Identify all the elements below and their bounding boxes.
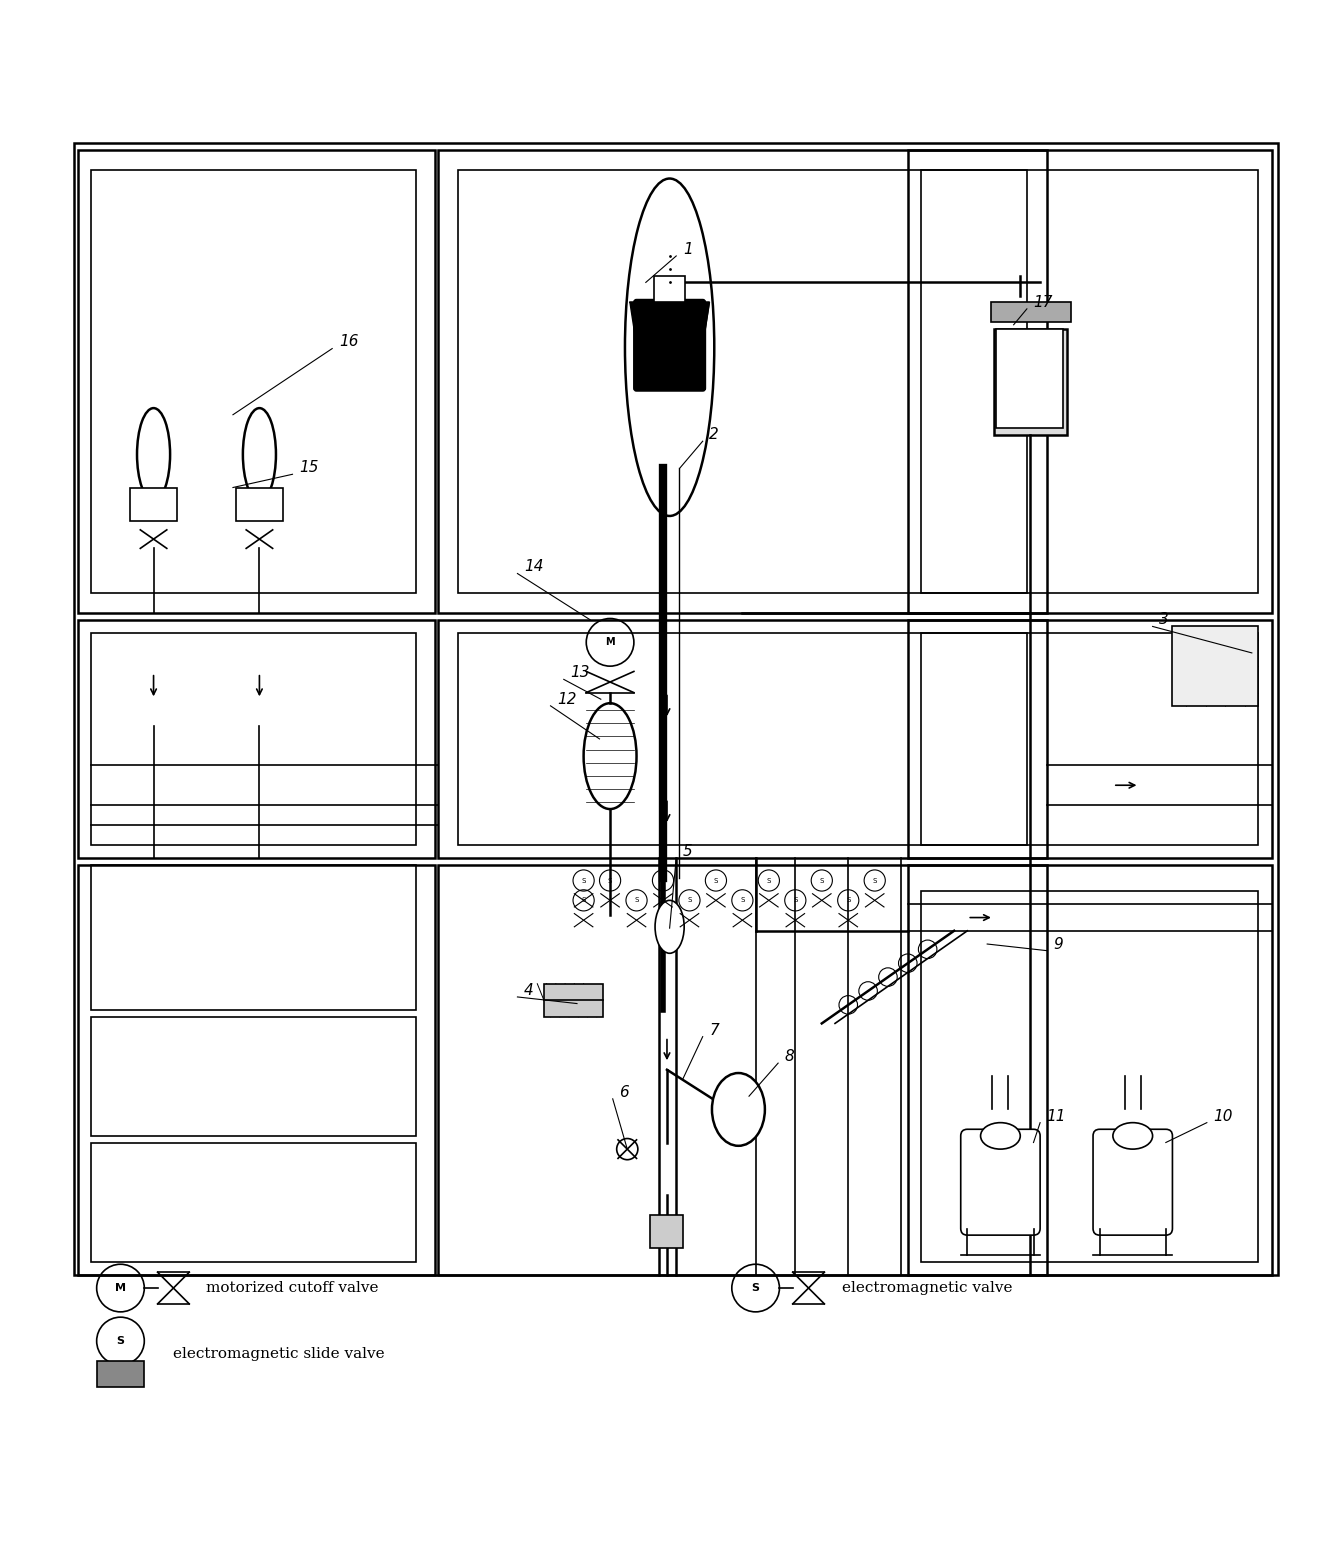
Text: 5: 5 [683,845,692,858]
Text: S: S [752,1283,760,1292]
Bar [438,150,1046,613]
Text: 15: 15 [300,460,318,476]
Text: 14: 14 [524,559,544,574]
Ellipse shape [655,900,684,953]
Bar [438,865,1046,1275]
Ellipse shape [1113,1122,1152,1149]
Ellipse shape [712,1073,765,1146]
Text: S: S [607,877,613,883]
Text: S: S [873,877,876,883]
FancyBboxPatch shape [961,1129,1040,1235]
Bar [91,170,415,593]
Bar [78,150,435,613]
Bar [908,619,1272,858]
Bar [236,488,284,520]
Ellipse shape [625,179,715,516]
Bar [78,865,435,1275]
Bar [993,329,1066,434]
Bar [91,1143,415,1261]
Text: S: S [766,877,770,883]
Bar [922,633,1258,845]
Text: S: S [660,877,666,883]
Bar [544,984,603,1017]
Text: S: S [117,1336,125,1346]
Text: S: S [634,897,639,903]
Bar [1172,627,1258,706]
Bar [130,488,178,520]
Bar [908,150,1272,613]
Text: 12: 12 [557,692,577,707]
Bar [650,1215,683,1249]
Text: S: S [581,897,586,903]
Text: S: S [819,877,823,883]
Bar [74,144,1278,1275]
Bar [457,633,1026,845]
Text: M: M [115,1283,126,1292]
Bar [922,170,1258,593]
Text: 9: 9 [1053,937,1063,951]
Text: S: S [846,897,850,903]
Bar [97,1360,145,1388]
Text: 3: 3 [1159,613,1170,627]
Text: 13: 13 [570,665,590,681]
FancyBboxPatch shape [634,300,705,391]
Bar [457,170,1026,593]
Bar [438,619,1046,858]
Text: 17: 17 [1033,295,1053,310]
Text: motorized cutoff valve: motorized cutoff valve [207,1282,379,1295]
Bar [996,329,1062,428]
Text: 11: 11 [1046,1109,1066,1124]
Text: 16: 16 [339,335,358,349]
Text: electromagnetic valve: electromagnetic valve [842,1282,1012,1295]
Text: 7: 7 [709,1022,719,1038]
Ellipse shape [583,703,636,809]
Bar [922,891,1258,1261]
Text: S: S [581,877,586,883]
Bar [991,303,1070,323]
Text: S: S [740,897,745,903]
Bar [78,619,435,858]
Text: M: M [605,638,615,647]
Text: S: S [713,877,719,883]
Text: 6: 6 [619,1085,629,1099]
Text: 4: 4 [524,984,534,997]
Text: 10: 10 [1213,1109,1233,1124]
Text: 2: 2 [709,428,719,442]
Bar [654,276,686,303]
Text: S: S [793,897,797,903]
Text: electromagnetic slide valve: electromagnetic slide valve [174,1348,385,1362]
Bar [91,633,415,845]
Bar [91,1017,415,1136]
Ellipse shape [137,408,170,500]
Text: S: S [687,897,692,903]
Ellipse shape [980,1122,1020,1149]
FancyBboxPatch shape [1093,1129,1172,1235]
Bar [91,865,415,1010]
Text: 1: 1 [683,242,692,256]
Polygon shape [630,303,709,388]
Bar [908,865,1272,1275]
Ellipse shape [243,408,276,500]
Text: 8: 8 [785,1048,794,1064]
